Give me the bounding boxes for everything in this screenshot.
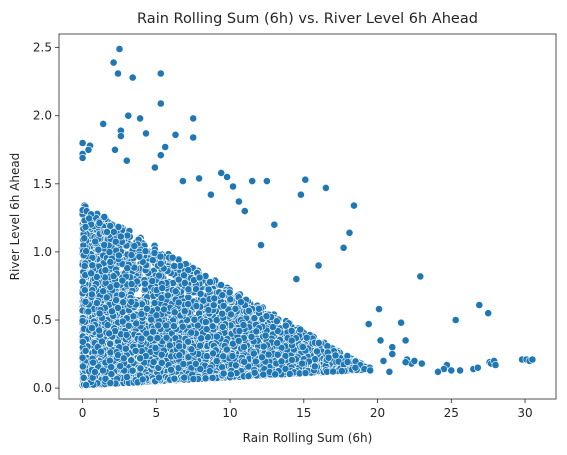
data-point — [226, 295, 235, 304]
data-point — [281, 321, 290, 330]
data-point — [249, 349, 258, 358]
data-point — [95, 326, 104, 335]
data-point — [140, 279, 149, 288]
data-point — [178, 322, 187, 331]
data-point — [130, 242, 139, 250]
data-point — [272, 317, 281, 326]
data-point — [82, 247, 91, 256]
data-point — [225, 288, 234, 297]
data-point — [251, 357, 260, 366]
data-point — [212, 316, 221, 324]
data-point — [148, 256, 157, 265]
data-point — [94, 245, 103, 254]
data-point — [168, 253, 177, 262]
data-point — [302, 333, 311, 342]
data-point — [117, 290, 126, 299]
data-point — [264, 350, 273, 359]
data-point — [121, 344, 130, 353]
data-point — [165, 341, 174, 350]
data-point — [80, 234, 89, 243]
data-point — [217, 281, 225, 289]
data-point — [184, 266, 193, 274]
data-point — [123, 231, 132, 240]
data-point — [119, 298, 128, 307]
data-point — [109, 272, 118, 281]
points-layer — [78, 45, 537, 390]
data-point — [80, 286, 89, 295]
